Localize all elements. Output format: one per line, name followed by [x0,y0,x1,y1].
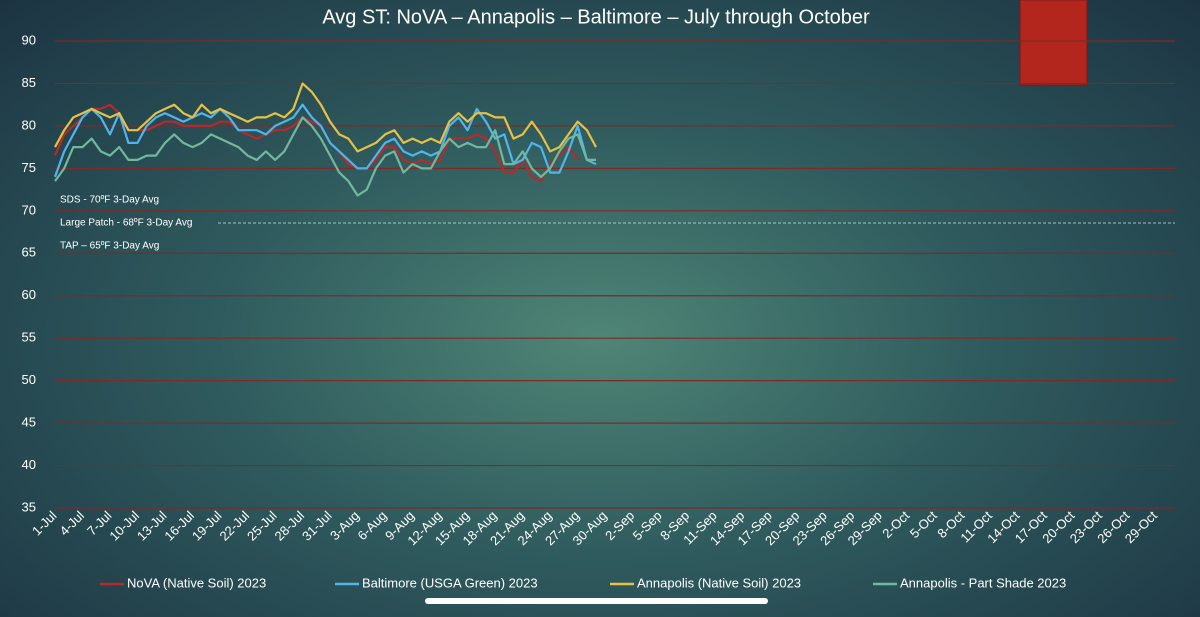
y-tick-label: 65 [22,245,36,260]
y-tick-label: 45 [22,415,36,430]
x-tick-label: 28-Jul [271,508,307,544]
y-tick-label: 75 [22,160,36,175]
series-line [53,103,597,178]
x-tick-label: 2-Oct [879,508,912,541]
x-tick-label: 6-Aug [355,508,390,543]
y-tick-label: 90 [22,32,36,47]
series-line [54,82,597,153]
x-tick-label: 16-Jul [161,508,197,544]
y-tick-label: 35 [22,499,36,514]
grid [55,40,1175,509]
y-tick-label: 70 [22,202,36,217]
x-tick-label: 19-Jul [189,508,225,544]
x-tick-label: 4-Jul [57,508,88,539]
annotation: SDS - 70ºF 3-Day Avg [60,195,159,206]
scroll-indicator [425,598,768,604]
chart-title: Avg ST: NoVA – Annapolis – Baltimore – J… [322,6,870,28]
series-line [54,116,596,197]
legend-label: Annapolis (Native Soil) 2023 [637,575,801,590]
x-tick-label: 29-Oct [1122,508,1160,546]
x-tick-label: 31-Jul [299,508,335,544]
x-tick-label: 5-Oct [907,508,940,541]
y-tick-label: 80 [22,117,36,132]
annotation: Large Patch - 68ºF 3-Day Avg [60,218,192,229]
legend-label: Annapolis - Part Shade 2023 [900,575,1066,590]
y-tick-label: 55 [22,330,36,345]
y-tick-label: 40 [22,457,36,472]
legend-label: Baltimore (USGA Green) 2023 [362,575,538,590]
x-tick-label: 13-Jul [134,508,170,544]
x-tick-label: 25-Jul [244,508,280,544]
series-line [53,103,579,183]
annotation: TAP – 65ºF 3-Day Avg [60,241,159,252]
y-tick-label: 50 [22,372,36,387]
x-tick-label: 2-Sep [602,508,637,543]
x-tick-label: 22-Jul [216,508,252,544]
red-block [1019,0,1088,86]
y-tick-label: 60 [22,287,36,302]
y-tick-label: 85 [22,75,36,90]
x-tick-label: 5-Sep [630,508,665,543]
x-tick-label: 3-Aug [327,508,362,543]
legend-label: NoVA (Native Soil) 2023 [127,575,266,590]
x-tick-label: 10-Jul [106,508,142,544]
